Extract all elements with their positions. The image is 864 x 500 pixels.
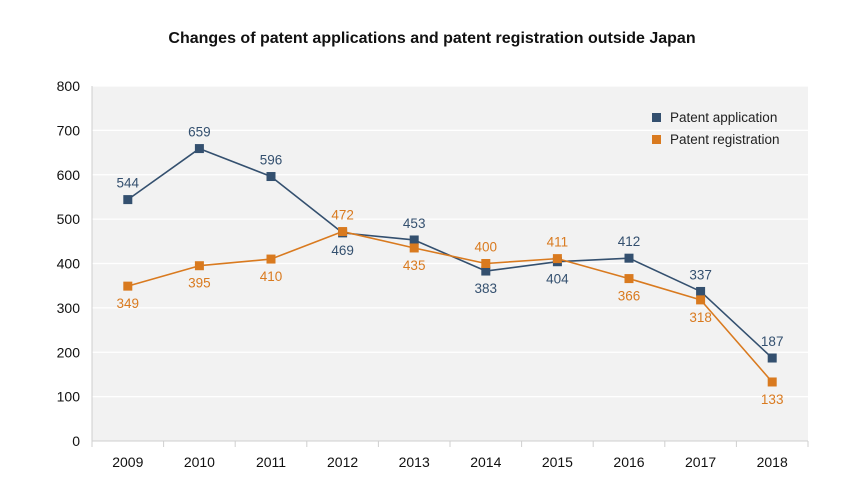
- x-tick-label: 2013: [399, 454, 430, 470]
- data-point: [123, 195, 133, 205]
- data-point: [409, 243, 419, 253]
- data-point: [481, 259, 491, 268]
- y-tick-label: 700: [57, 122, 81, 138]
- data-label: 337: [689, 267, 712, 282]
- data-label: 366: [618, 289, 641, 304]
- data-point: [552, 254, 562, 264]
- y-tick-label: 200: [57, 344, 81, 360]
- data-point: [481, 266, 491, 276]
- x-tick-label: 2012: [327, 454, 358, 470]
- data-point: [194, 261, 204, 271]
- data-point: [624, 253, 634, 263]
- x-tick-label: 2009: [112, 454, 143, 470]
- series-line-2: [127, 230, 773, 383]
- x-tick-label: 2011: [256, 454, 286, 470]
- data-point: [123, 281, 133, 291]
- data-label: 453: [403, 216, 426, 231]
- data-label: 596: [260, 153, 283, 168]
- legend-marker: [652, 135, 661, 144]
- data-label: 412: [618, 234, 641, 249]
- x-tick-label: 2014: [470, 454, 501, 470]
- x-tick-label: 2017: [685, 454, 716, 470]
- legend-item: Patent application: [670, 110, 777, 125]
- data-label: 435: [403, 258, 426, 273]
- data-label: 318: [689, 310, 712, 325]
- x-tick-label: 2016: [613, 454, 644, 470]
- data-label: 472: [331, 208, 354, 223]
- data-label: 400: [475, 240, 498, 255]
- data-label: 395: [188, 276, 211, 291]
- data-point: [696, 295, 706, 305]
- data-label: 133: [761, 392, 784, 407]
- y-tick-label: 800: [57, 78, 81, 94]
- data-label: 659: [188, 125, 211, 140]
- y-tick-label: 0: [72, 433, 80, 449]
- data-label: 469: [331, 243, 354, 258]
- chart-title: Changes of patent applications and paten…: [168, 30, 696, 47]
- y-tick-label: 400: [57, 256, 81, 272]
- data-label: 410: [260, 269, 283, 284]
- y-tick-label: 100: [57, 389, 81, 405]
- data-point: [338, 227, 348, 237]
- data-label: 544: [117, 176, 140, 191]
- y-tick-label: 500: [57, 211, 81, 227]
- data-point: [266, 172, 276, 182]
- data-point: [696, 286, 706, 296]
- y-tick-label: 600: [57, 167, 81, 183]
- legend-marker: [652, 113, 661, 122]
- data-label: 411: [547, 235, 569, 250]
- legend-item: Patent registration: [670, 132, 780, 147]
- data-point: [409, 235, 419, 245]
- data-label: 187: [761, 334, 784, 349]
- data-point: [767, 377, 777, 387]
- data-label: 383: [475, 281, 498, 296]
- data-point: [266, 254, 276, 264]
- data-label: 349: [117, 296, 140, 311]
- y-tick-label: 300: [57, 300, 81, 316]
- data-point: [767, 353, 777, 363]
- x-tick-label: 2015: [542, 454, 573, 470]
- x-tick-label: 2010: [184, 454, 215, 470]
- data-point: [194, 144, 204, 154]
- x-tick-label: 2018: [757, 454, 788, 470]
- data-point: [624, 274, 634, 284]
- data-label: 404: [546, 272, 569, 287]
